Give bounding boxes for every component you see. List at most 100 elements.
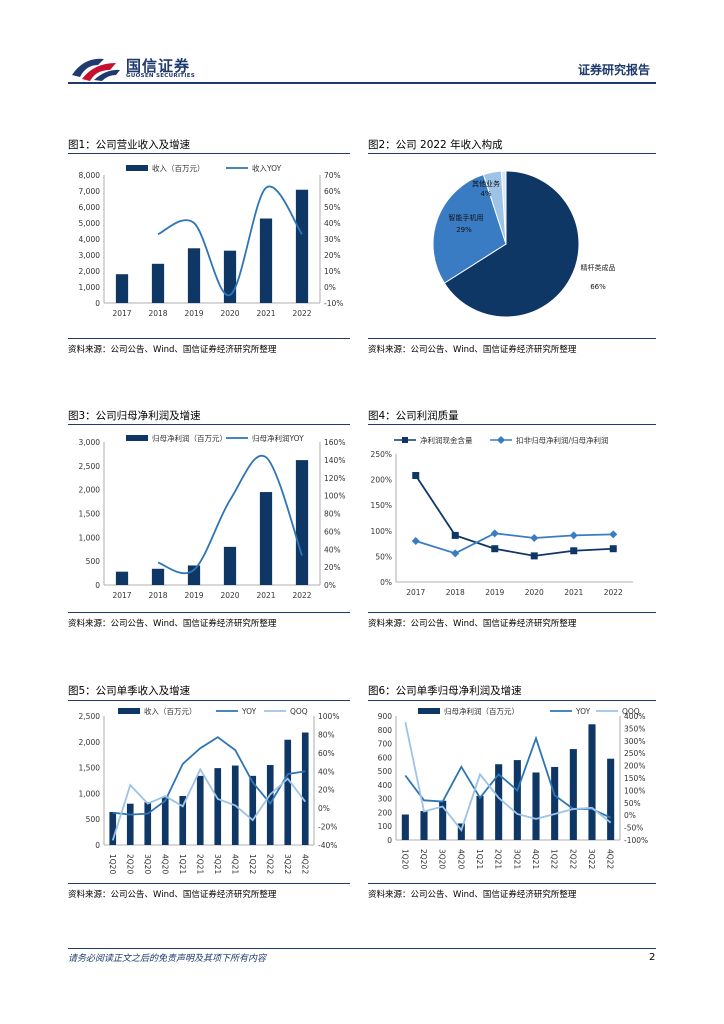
bar xyxy=(126,803,134,845)
logo-en: GUOSEN SECURITIES xyxy=(126,73,196,79)
pie-slice xyxy=(500,170,507,245)
fig3-title: 图3：公司归母净利润及增速 xyxy=(68,410,201,422)
x-tick-label: 2017 xyxy=(406,588,425,597)
left-tick-label: 100 xyxy=(378,822,393,831)
x-tick-label: 4Q20 xyxy=(456,849,465,869)
right-tick-label: 0% xyxy=(318,804,330,813)
point-diamond xyxy=(411,537,420,546)
right-tick-label: 60% xyxy=(324,527,341,536)
pie-value: 4% xyxy=(480,190,491,198)
right-tick-label: 10% xyxy=(324,267,341,276)
fig1-source: 资料来源：公司公告、Wind、国信证券经济研究所整理 xyxy=(68,345,277,355)
left-tick-label: 1,000 xyxy=(79,283,101,292)
left-tick-label: 6,000 xyxy=(79,203,101,212)
x-tick-label: 1Q20 xyxy=(108,854,117,874)
y-tick-label: 0% xyxy=(380,578,392,587)
y-tick-label: 100% xyxy=(371,527,392,536)
right-tick-label: 0% xyxy=(324,283,336,292)
right-tick-label: -100% xyxy=(624,836,648,845)
bar xyxy=(495,764,503,840)
x-tick-label: 2020 xyxy=(220,309,239,318)
bar xyxy=(115,274,129,303)
fig2-title: 图2：公司 2022 年收入构成 xyxy=(368,139,503,151)
x-tick-label: 2Q20 xyxy=(419,849,428,869)
x-tick-label: 1Q20 xyxy=(400,849,409,869)
left-tick-label: 5,000 xyxy=(79,219,101,228)
right-tick-label: 20% xyxy=(324,251,341,260)
x-tick-label: 2018 xyxy=(446,588,465,597)
bar xyxy=(115,571,129,585)
legend-item-label: 收入（百万元） xyxy=(152,163,205,173)
bar xyxy=(457,823,465,840)
right-tick-label: 60% xyxy=(324,187,341,196)
left-tick-label: 0 xyxy=(95,841,100,850)
legend-item-marker xyxy=(497,436,505,444)
bar xyxy=(144,802,152,845)
left-tick-label: 700 xyxy=(378,740,393,749)
x-tick-label: 4Q22 xyxy=(300,854,309,874)
fig1-chart: 0 1,000 2,000 3,000 4,000 5,000 6,000 7,000 8,00… xyxy=(79,163,344,318)
x-tick-label: 3Q20 xyxy=(438,849,447,869)
legend-item-swatch xyxy=(418,708,440,714)
right-tick-label: 200% xyxy=(624,762,645,771)
bar xyxy=(284,739,292,845)
pie-label: 精杆类成品 xyxy=(581,263,616,272)
bar xyxy=(532,772,540,840)
x-tick-label: 2018 xyxy=(148,591,167,600)
right-tick-label: 80% xyxy=(318,730,335,739)
series-line xyxy=(415,532,614,555)
point-square xyxy=(609,545,617,553)
right-tick-label: -20% xyxy=(318,823,337,832)
right-tick-label: 150% xyxy=(624,774,645,783)
fig3-chart: 0 500 1,000 1,500 2,000 2,500 3,000 0% 20% 40% 60%… xyxy=(79,433,346,600)
fig5-bottom-rule xyxy=(68,883,350,884)
report-title: 证券研究报告 xyxy=(578,63,651,77)
bar xyxy=(223,546,237,585)
x-tick-label: 2019 xyxy=(184,309,203,318)
x-tick-label: 2017 xyxy=(112,591,131,600)
left-tick-label: 1,000 xyxy=(79,789,101,798)
fig5-title: 图5：公司单季收入及增速 xyxy=(68,685,191,697)
bar xyxy=(569,749,577,840)
right-tick-label: 300% xyxy=(624,737,645,746)
header-rule xyxy=(68,82,656,84)
right-tick-label: 250% xyxy=(624,749,645,758)
legend-item-label: 净利润现金含量 xyxy=(420,435,473,445)
x-tick-label: 4Q22 xyxy=(606,849,615,869)
legend-item-swatch xyxy=(126,165,148,171)
legend-item-marker xyxy=(402,437,408,443)
right-tick-label: 120% xyxy=(324,474,345,483)
right-tick-label: 100% xyxy=(624,786,645,795)
x-tick-label: 3Q20 xyxy=(143,854,152,874)
right-tick-label: 350% xyxy=(624,724,645,733)
legend-item-label: 归母净利润（百万元） xyxy=(444,706,519,716)
bar xyxy=(588,724,596,840)
x-tick-label: 2021 xyxy=(256,309,275,318)
left-tick-label: 2,000 xyxy=(79,486,101,495)
point-square xyxy=(530,552,538,560)
x-tick-label: 1Q21 xyxy=(178,854,187,874)
left-tick-label: 1,500 xyxy=(79,764,101,773)
x-tick-label: 2018 xyxy=(148,309,167,318)
x-tick-label: 3Q21 xyxy=(213,854,222,874)
bar xyxy=(439,800,447,840)
right-tick-label: 160% xyxy=(324,438,345,447)
x-tick-label: 2022 xyxy=(292,591,311,600)
left-tick-label: 1,500 xyxy=(79,510,101,519)
bar xyxy=(151,568,165,585)
bar xyxy=(151,263,165,303)
bar xyxy=(249,775,257,845)
left-tick-label: 0 xyxy=(387,836,392,845)
x-tick-label: 2022 xyxy=(604,588,623,597)
x-tick-label: 2021 xyxy=(564,588,583,597)
x-tick-label: 2021 xyxy=(256,591,275,600)
x-tick-label: 2022 xyxy=(292,309,311,318)
y-tick-label: 250% xyxy=(371,450,392,459)
right-tick-label: 40% xyxy=(318,767,335,776)
left-tick-label: 0 xyxy=(95,581,100,590)
left-tick-label: 2,000 xyxy=(79,267,101,276)
bar xyxy=(109,811,117,845)
x-tick-label: 2020 xyxy=(220,591,239,600)
right-tick-label: 60% xyxy=(318,749,335,758)
x-tick-label: 2Q20 xyxy=(125,854,134,874)
